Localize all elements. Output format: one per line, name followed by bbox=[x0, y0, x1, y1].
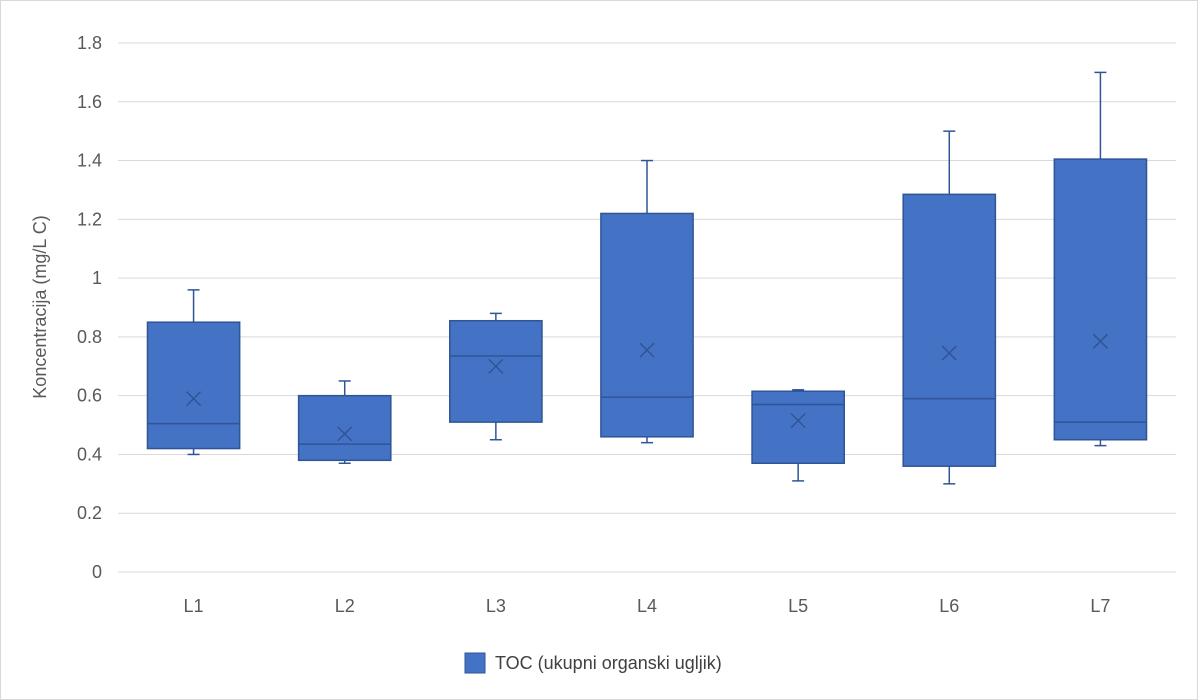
x-tick-label: L1 bbox=[184, 596, 204, 616]
mean-marker-stroke bbox=[186, 391, 202, 407]
mean-marker-stroke bbox=[790, 413, 806, 429]
y-tick-label: 1.2 bbox=[77, 209, 102, 229]
mean-marker-stroke bbox=[337, 426, 353, 442]
box-rect bbox=[297, 394, 392, 462]
y-tick-label: 1 bbox=[92, 268, 102, 288]
box-l7 bbox=[1053, 71, 1148, 447]
y-axis-tick-labels: 0 0.2 0.4 0.6 0.8 1 1.2 1.4 1.6 1.8 bbox=[77, 33, 102, 582]
box-l4 bbox=[600, 159, 694, 444]
box-l3 bbox=[449, 312, 543, 441]
legend: TOC (ukupni organski ugljik) bbox=[464, 652, 722, 674]
y-tick-label: 0 bbox=[92, 562, 102, 582]
legend-label: TOC (ukupni organski ugljik) bbox=[495, 653, 722, 673]
box-series bbox=[146, 71, 1148, 485]
mean-marker bbox=[790, 413, 806, 429]
mean-marker bbox=[488, 358, 504, 374]
y-tick-label: 1.4 bbox=[77, 151, 102, 171]
mean-marker-stroke bbox=[639, 342, 655, 358]
box-l5 bbox=[751, 389, 845, 482]
x-tick-label: L6 bbox=[939, 596, 959, 616]
y-tick-label: 0.8 bbox=[77, 327, 102, 347]
x-tick-label: L5 bbox=[788, 596, 808, 616]
x-axis-tick-labels: L1 L2 L3 L4 L5 L6 L7 bbox=[184, 596, 1111, 616]
mean-marker-stroke bbox=[488, 358, 504, 374]
box-l1 bbox=[146, 289, 241, 456]
mean-marker-stroke bbox=[1092, 333, 1108, 349]
y-tick-label: 1.8 bbox=[77, 33, 102, 53]
box-rect bbox=[902, 193, 997, 467]
mean-marker bbox=[186, 391, 202, 407]
box-l6 bbox=[902, 130, 997, 485]
box-rect bbox=[751, 390, 845, 465]
mean-marker bbox=[1092, 333, 1108, 349]
box-rect bbox=[600, 212, 694, 438]
box-rect bbox=[1053, 158, 1148, 441]
y-tick-label: 1.6 bbox=[77, 92, 102, 112]
x-tick-label: L7 bbox=[1090, 596, 1110, 616]
legend-swatch bbox=[464, 652, 486, 674]
box-rect bbox=[449, 319, 543, 423]
box-rect bbox=[146, 321, 241, 450]
y-tick-label: 0.2 bbox=[77, 503, 102, 523]
x-tick-label: L2 bbox=[335, 596, 355, 616]
mean-marker-stroke bbox=[941, 345, 957, 361]
y-axis-title: Koncentracija (mg/L C) bbox=[30, 215, 50, 398]
y-tick-label: 0.4 bbox=[77, 444, 102, 464]
mean-marker bbox=[639, 342, 655, 358]
x-tick-label: L4 bbox=[637, 596, 657, 616]
x-tick-label: L3 bbox=[486, 596, 506, 616]
y-tick-label: 0.6 bbox=[77, 386, 102, 406]
mean-marker bbox=[941, 345, 957, 361]
mean-marker bbox=[337, 426, 353, 442]
box-l2 bbox=[297, 380, 392, 465]
